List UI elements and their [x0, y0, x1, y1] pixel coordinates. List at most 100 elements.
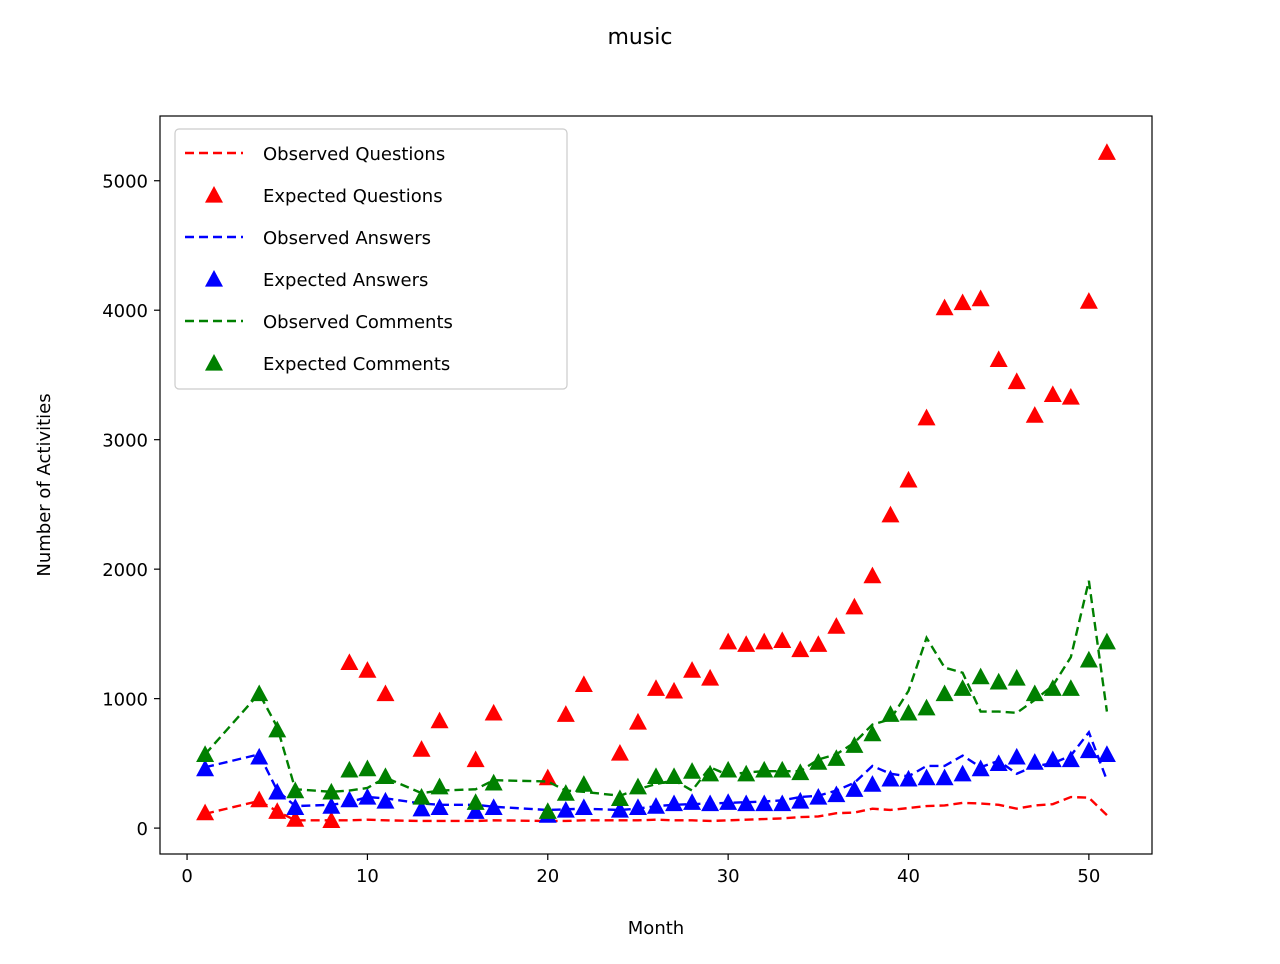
data-point — [1043, 750, 1062, 768]
data-point — [935, 684, 954, 702]
data-point — [376, 684, 395, 702]
data-point — [701, 668, 720, 686]
data-point — [322, 797, 341, 814]
series-line — [204, 795, 1108, 823]
legend-label: Expected Answers — [263, 270, 428, 291]
data-point — [358, 759, 377, 777]
data-point — [809, 753, 828, 770]
data-point — [574, 798, 593, 816]
data-point — [1097, 632, 1116, 650]
data-point — [737, 764, 756, 782]
data-point — [430, 777, 449, 795]
x-tick-label: 50 — [1077, 866, 1100, 887]
data-point — [1007, 372, 1026, 390]
data-point — [737, 794, 756, 812]
data-point — [340, 653, 359, 671]
data-point — [827, 749, 846, 766]
data-point — [791, 763, 810, 781]
data-point — [917, 698, 936, 716]
data-point — [250, 790, 269, 808]
x-tick-label: 10 — [356, 866, 379, 887]
data-point — [935, 768, 954, 786]
legend-box — [174, 128, 568, 390]
data-point — [971, 667, 990, 685]
data-point — [430, 711, 449, 729]
x-tick-label: 20 — [536, 866, 559, 887]
data-point — [466, 793, 485, 810]
y-tick-label: 2000 — [102, 560, 148, 581]
legend-label: Observed Answers — [263, 228, 431, 249]
data-point — [340, 760, 359, 778]
data-point — [899, 470, 918, 488]
data-point — [358, 788, 377, 805]
data-point — [322, 782, 341, 800]
legend-label: Observed Comments — [263, 312, 453, 333]
data-point — [268, 720, 287, 738]
data-point — [1061, 387, 1080, 405]
data-point — [899, 703, 918, 721]
data-point — [791, 791, 810, 809]
data-point — [1079, 741, 1098, 759]
data-point — [628, 798, 647, 816]
data-point — [899, 769, 918, 787]
data-point — [412, 799, 431, 817]
data-point — [340, 790, 359, 808]
data-point — [881, 705, 900, 722]
data-point — [881, 769, 900, 787]
data-point — [286, 810, 305, 827]
data-point — [809, 635, 828, 652]
data-point — [538, 802, 557, 819]
data-point — [845, 736, 864, 753]
data-point — [755, 794, 774, 812]
data-point — [556, 705, 575, 722]
data-point — [647, 797, 665, 814]
y-tick-label: 3000 — [102, 431, 148, 452]
legend-label: Expected Questions — [263, 186, 443, 207]
plot-marks — [196, 143, 1116, 828]
data-point — [538, 768, 557, 786]
data-point — [1007, 747, 1026, 765]
data-point — [556, 784, 575, 801]
data-point — [430, 798, 449, 816]
data-point — [863, 775, 882, 792]
data-point — [917, 768, 936, 786]
data-point — [484, 773, 503, 791]
data-point — [953, 764, 972, 782]
data-point — [971, 759, 990, 777]
data-point — [376, 791, 395, 809]
data-point — [466, 802, 485, 819]
data-point — [196, 745, 215, 762]
data-point — [1007, 668, 1026, 686]
legend-label: Observed Questions — [263, 144, 445, 165]
data-point — [286, 781, 305, 799]
y-tick-label: 5000 — [102, 172, 148, 193]
data-point — [953, 679, 972, 696]
data-point — [358, 661, 377, 678]
legend-label: Expected Comments — [263, 354, 450, 375]
data-point — [412, 788, 431, 805]
data-point — [574, 775, 593, 792]
series-expected-answers — [196, 741, 1116, 823]
data-point — [755, 760, 774, 778]
data-point — [268, 782, 287, 800]
data-point — [683, 793, 702, 810]
legend-marker-swatch — [205, 270, 223, 287]
x-tick-label: 30 — [717, 866, 740, 887]
data-point — [1079, 650, 1098, 668]
x-axis-label: Month — [628, 918, 684, 939]
data-point — [719, 760, 738, 778]
data-point — [196, 803, 215, 821]
data-point — [665, 681, 684, 699]
data-point — [773, 631, 792, 649]
data-point — [412, 740, 431, 757]
data-point — [1025, 753, 1044, 770]
data-point — [881, 505, 900, 523]
data-point — [1061, 679, 1080, 696]
data-point — [701, 794, 720, 812]
data-point — [1025, 684, 1044, 702]
data-point — [376, 767, 395, 784]
data-point — [701, 764, 720, 782]
data-point — [719, 632, 738, 650]
data-point — [484, 798, 503, 816]
data-point — [1043, 679, 1062, 696]
